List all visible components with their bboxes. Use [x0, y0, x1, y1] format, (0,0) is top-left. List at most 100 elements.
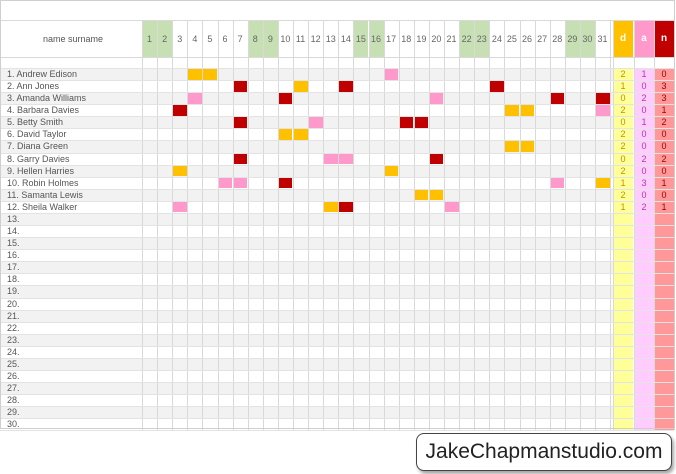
summary-header-a: a: [641, 33, 647, 44]
count-n: 2: [661, 153, 667, 164]
mark-d: [429, 189, 444, 201]
mark-d: [384, 165, 399, 177]
grid-hline: [0, 104, 674, 106]
mark-a: [323, 153, 338, 165]
mark-d: [504, 140, 519, 153]
weekend-header: [142, 20, 158, 57]
day-header-24: 24: [491, 34, 502, 44]
summary-header-n: n: [660, 33, 668, 44]
row-label: 20.: [7, 298, 20, 309]
day-header-10: 10: [280, 34, 291, 44]
day-header-4: 4: [192, 34, 198, 44]
mark-a: [429, 92, 444, 104]
row-label: 9. Hellen Harries: [7, 165, 75, 176]
mark-n: [338, 201, 353, 213]
row-label: 12. Sheila Walker: [7, 201, 78, 212]
mark-n: [233, 80, 248, 92]
mark-a: [550, 177, 565, 189]
grid-hline: [0, 394, 674, 396]
grid-hline: [0, 370, 674, 371]
mark-d: [520, 140, 535, 153]
weekend-header: [474, 20, 490, 57]
row-label: 1. Andrew Edison: [7, 69, 78, 79]
row-label: 26.: [7, 371, 20, 381]
grid-hline: [0, 285, 674, 287]
weekend-header: [262, 20, 278, 57]
day-header-14: 14: [340, 34, 351, 44]
count-a: 2: [641, 201, 647, 212]
grid-hline: [0, 116, 674, 118]
row-label: 30.: [7, 419, 20, 430]
grid-hline: [0, 152, 674, 154]
mark-n: [399, 116, 414, 128]
grid-hline: [0, 200, 674, 202]
row-label: 11. Samanta Lewis: [7, 189, 83, 200]
mark-d: [187, 68, 202, 80]
count-d: 0: [620, 153, 626, 164]
count-n: 3: [661, 93, 667, 104]
count-d: 1: [620, 81, 626, 92]
count-d: 0: [620, 93, 626, 104]
mark-d: [202, 68, 217, 80]
day-header-13: 13: [325, 34, 336, 44]
grid-hline: [0, 357, 674, 359]
row-label: 29.: [7, 407, 20, 418]
count-d: 2: [620, 165, 626, 176]
day-header-19: 19: [416, 34, 427, 44]
count-a: 1: [641, 69, 647, 79]
grid-vline: [674, 20, 675, 431]
name-surname-header: name surname: [43, 34, 104, 44]
row-label: 4. Barbara Davies: [7, 105, 80, 116]
day-header-28: 28: [552, 34, 563, 44]
n-header: [654, 20, 674, 57]
day-header-20: 20: [431, 34, 442, 44]
mark-n: [595, 92, 610, 104]
row-label: 23.: [7, 334, 20, 345]
count-d: 0: [620, 117, 626, 128]
day-header-12: 12: [310, 34, 321, 44]
day-header-22: 22: [461, 34, 472, 44]
count-a: 0: [641, 129, 647, 140]
day-header-6: 6: [222, 34, 228, 44]
day-header-8: 8: [252, 34, 258, 44]
mark-a: [338, 153, 353, 165]
grid-hline: [0, 176, 674, 178]
count-a: 3: [641, 177, 647, 188]
mark-a: [187, 92, 202, 104]
count-a: 0: [641, 105, 647, 116]
day-header-17: 17: [386, 34, 397, 44]
mark-d: [172, 165, 187, 177]
mark-a: [384, 68, 399, 80]
mark-n: [429, 153, 444, 165]
day-header-16: 16: [371, 34, 382, 44]
grid-hline: [0, 188, 674, 190]
weekend-header: [247, 20, 263, 57]
row-label: 2. Ann Jones: [7, 81, 60, 92]
day-header-30: 30: [582, 34, 593, 44]
mark-d: [520, 104, 535, 116]
count-n: 1: [661, 177, 667, 188]
grid-hline: [0, 261, 674, 263]
row-label: 27.: [7, 383, 20, 394]
mark-n: [278, 92, 293, 104]
mark-n: [233, 153, 248, 165]
weekend-header: [579, 20, 595, 57]
count-d: 2: [620, 69, 626, 79]
day-header-7: 7: [237, 34, 243, 44]
grid-hline: [0, 20, 674, 21]
mark-d: [323, 201, 338, 213]
row-label: 6. David Taylor: [7, 129, 67, 140]
count-a: 0: [641, 141, 647, 152]
count-n: 0: [661, 129, 667, 140]
mark-a: [218, 177, 233, 189]
day-header-25: 25: [506, 34, 517, 44]
day-header-15: 15: [355, 34, 366, 44]
grid-hline: [0, 212, 674, 214]
grid-hline: [0, 237, 674, 239]
count-a: 0: [641, 165, 647, 176]
mark-d: [293, 128, 308, 140]
count-a: 0: [641, 81, 647, 92]
weekend-header: [353, 20, 369, 57]
grid-hline: [0, 57, 674, 58]
grid-hline: [0, 430, 674, 432]
